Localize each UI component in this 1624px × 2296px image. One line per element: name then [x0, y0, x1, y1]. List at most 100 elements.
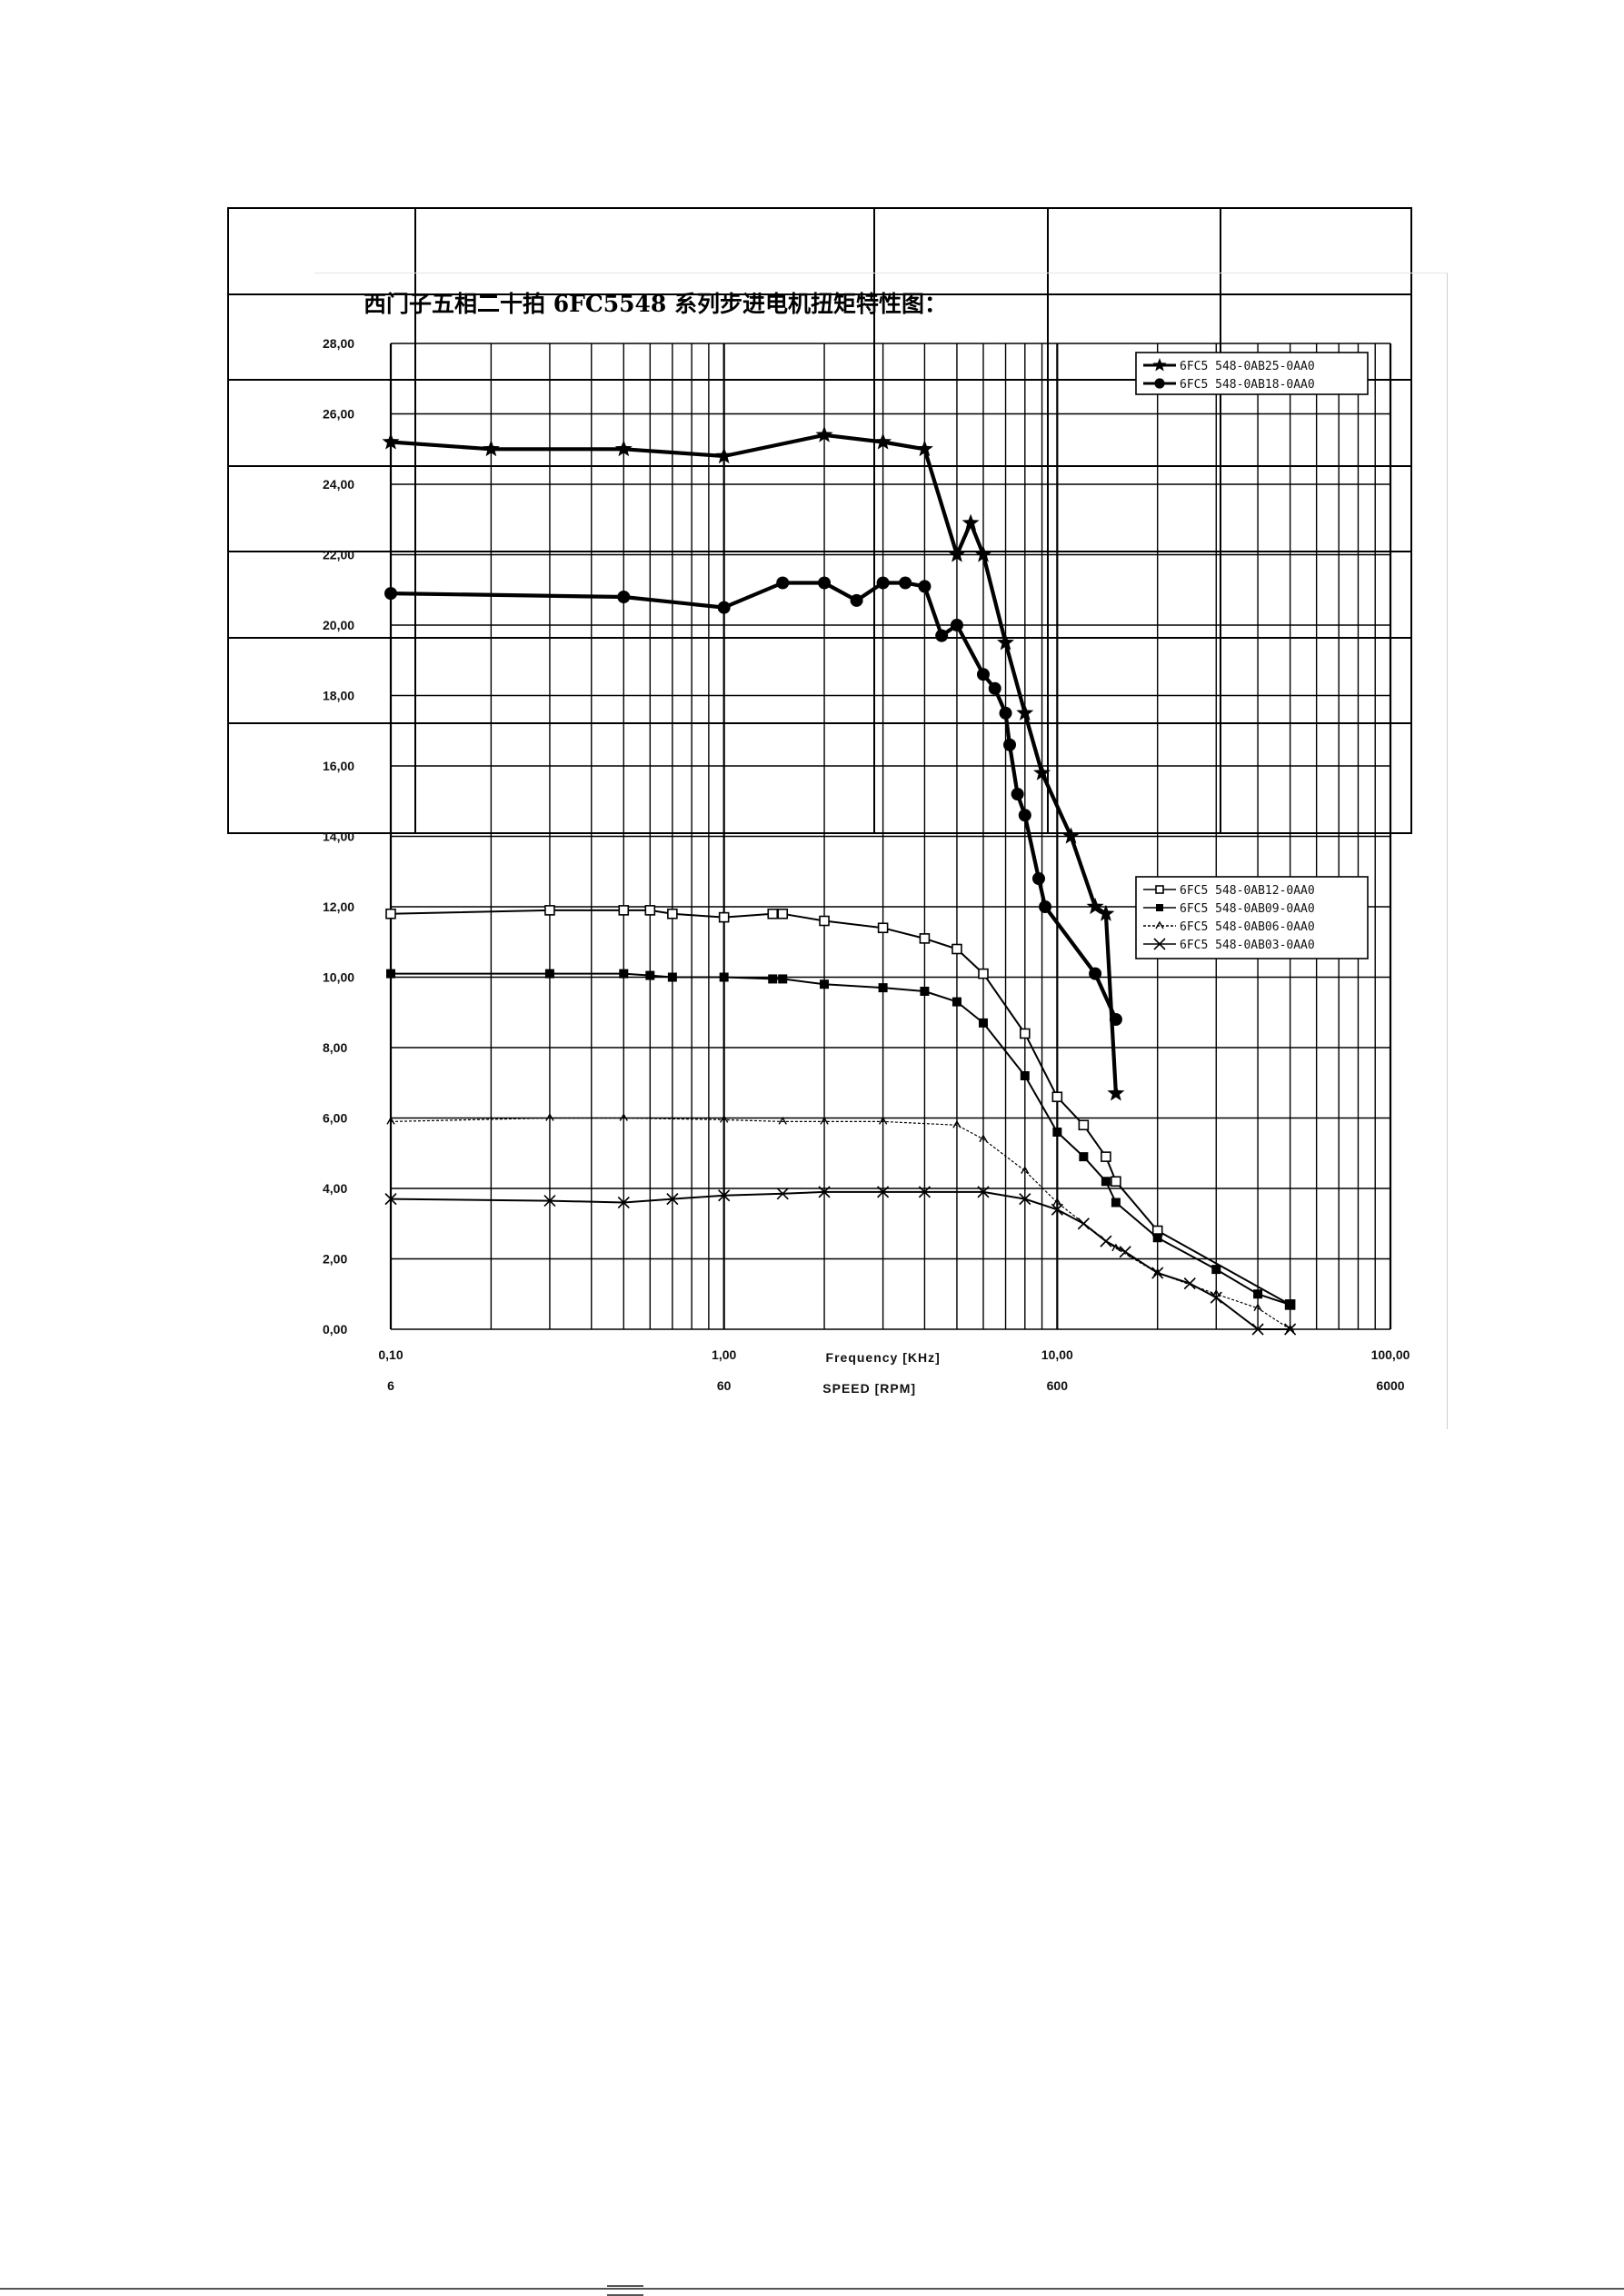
marker-star — [1152, 358, 1167, 372]
marker-x — [1151, 1267, 1164, 1279]
marker-circle — [876, 576, 890, 590]
legend-entry: 6FC5 548-0AB03-0AA0 — [1143, 938, 1315, 952]
marker-tick — [879, 1116, 888, 1125]
marker-circle — [950, 619, 963, 631]
marker-square-filled — [1111, 1198, 1121, 1208]
marker-square-open — [877, 922, 889, 934]
table-cell — [227, 207, 416, 295]
marker-x — [977, 1186, 990, 1198]
marker-square-filled — [1285, 1299, 1295, 1309]
marker-square-open — [1051, 1091, 1063, 1103]
marker-star — [715, 447, 733, 464]
marker-x — [877, 1186, 890, 1198]
chart-title: 西门子五相二十拍 6FC5548 系列步进电机扭矩特性图： — [364, 291, 948, 317]
marker-tick — [820, 1116, 829, 1125]
marker-square-open — [951, 943, 962, 955]
marker-tick — [979, 1134, 988, 1143]
marker-square-filled — [1101, 1177, 1111, 1187]
marker-circle — [999, 706, 1012, 720]
table-cell — [414, 207, 875, 295]
legend-frame — [1135, 352, 1369, 395]
marker-x — [666, 1193, 679, 1206]
marker-square-filled — [1052, 1128, 1062, 1137]
marker-square-open — [919, 933, 931, 944]
x-tick-label: 100,00 — [1371, 1347, 1410, 1362]
marker-square-open — [1155, 885, 1164, 894]
marker-square-filled — [878, 983, 888, 993]
marker-square-filled — [1253, 1289, 1263, 1299]
marker-square-open — [777, 908, 789, 919]
legend-entry: 6FC5 548-0AB25-0AA0 — [1143, 358, 1315, 373]
marker-square-filled — [820, 979, 830, 989]
table-cell — [873, 293, 1049, 382]
marker-star — [997, 633, 1014, 651]
marker-star — [974, 545, 992, 562]
series-line — [390, 1190, 1290, 1330]
marker-x — [776, 1188, 789, 1200]
marker-x — [617, 1196, 630, 1209]
marker-square-filled — [768, 974, 778, 984]
marker-circle — [935, 629, 949, 642]
marker-square-filled — [920, 987, 930, 996]
marker-tick — [1052, 1198, 1061, 1206]
marker-star — [1033, 763, 1051, 780]
marker-circle — [818, 576, 832, 590]
series-line — [390, 1117, 1290, 1330]
legend-label: 6FC5 548-0AB25-0AA0 — [1180, 360, 1315, 373]
marker-square-filled — [1020, 1071, 1030, 1080]
marker-star — [1097, 904, 1115, 921]
x2-axis-title: SPEED [RPM] — [822, 1381, 916, 1396]
marker-circle — [1018, 809, 1031, 822]
x-axis-title: Frequency [KHz] — [826, 1350, 941, 1365]
marker-x — [918, 1186, 931, 1198]
marker-tick — [720, 1115, 729, 1123]
y-tick-label: 4,00 — [323, 1181, 347, 1196]
x2-tick-label: 60 — [717, 1378, 732, 1393]
marker-circle — [988, 681, 1001, 695]
marker-tick — [778, 1116, 787, 1125]
marker-square-filled — [1211, 1265, 1221, 1275]
marker-star — [1086, 898, 1104, 915]
marker-x — [1077, 1218, 1090, 1230]
series-3 — [386, 969, 1295, 1309]
x-tick-label: 10,00 — [1041, 1347, 1073, 1362]
table-row — [227, 207, 1412, 295]
marker-x — [1100, 1235, 1112, 1247]
marker-x — [1284, 1323, 1297, 1336]
table-cell — [1047, 207, 1221, 295]
y-tick-label: 26,00 — [323, 407, 354, 422]
marker-square-open — [1111, 1176, 1121, 1188]
table-cell — [1047, 636, 1221, 725]
legend-entry: 6FC5 548-0AB12-0AA0 — [1143, 884, 1315, 898]
marker-square-filled — [1152, 1233, 1162, 1243]
marker-star — [1062, 827, 1080, 844]
y-tick-label: 22,00 — [323, 548, 354, 562]
marker-circle — [1039, 900, 1052, 913]
y-tick-label: 24,00 — [323, 477, 354, 492]
marker-star — [614, 440, 633, 457]
marker-x — [1119, 1246, 1131, 1258]
marker-square-filled — [951, 997, 961, 1007]
marker-square-open — [644, 905, 656, 916]
marker-square-filled — [1156, 904, 1163, 911]
legend-entry: 6FC5 548-0AB06-0AA0 — [1143, 920, 1315, 934]
legend-box: 6FC5 548-0AB12-0AA0 6FC5 548-0AB09-0AA0 6F… — [1135, 876, 1369, 959]
marker-square-filled — [386, 969, 395, 979]
marker-star — [1016, 703, 1034, 721]
marker-square-filled — [1079, 1152, 1089, 1162]
table-cell — [227, 464, 416, 553]
marker-square-filled — [719, 972, 729, 982]
series-5 — [384, 1186, 1297, 1336]
marker-star — [961, 513, 980, 531]
marker-x — [1183, 1277, 1196, 1290]
y-tick-label: 8,00 — [323, 1040, 347, 1055]
x2-tick-label: 6 — [387, 1378, 394, 1393]
marker-circle — [899, 576, 912, 590]
table-cell — [227, 293, 416, 382]
y-tick-label: 28,00 — [323, 336, 354, 351]
y-tick-label: 10,00 — [323, 970, 354, 985]
marker-x — [384, 1193, 397, 1206]
y-tick-label: 6,00 — [323, 1111, 347, 1126]
y-tick-label: 0,00 — [323, 1322, 347, 1337]
chart-grid — [389, 343, 1392, 1330]
